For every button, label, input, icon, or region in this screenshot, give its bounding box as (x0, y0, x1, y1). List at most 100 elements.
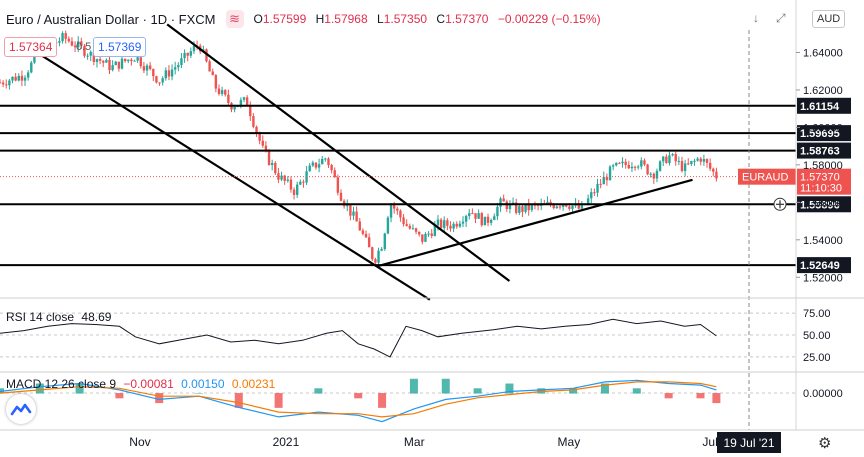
candle-body (643, 160, 646, 165)
rsi-level-label: 50.00 (803, 330, 831, 342)
candle-body (486, 216, 490, 223)
candle-body (324, 158, 327, 160)
candle-body (192, 45, 196, 52)
candle-body (367, 237, 371, 248)
candle-body (142, 66, 146, 71)
candle-body (33, 54, 36, 63)
candle-body (474, 213, 477, 219)
candle-body (621, 161, 624, 164)
candle-body (270, 163, 274, 166)
macd-histogram-bar (569, 388, 578, 394)
rsi-level-label: 25.00 (803, 352, 831, 364)
arrow-down-icon[interactable]: ↓ (753, 11, 759, 25)
candle-body (552, 204, 555, 209)
candle-body (98, 59, 102, 61)
macd-histogram-bar (441, 378, 450, 394)
symbol-label: EURAUD (742, 172, 789, 184)
candle-body (286, 179, 290, 181)
x-tick-label: Jul (702, 435, 717, 449)
candle-body (655, 170, 659, 179)
tradingview-logo-icon[interactable] (6, 394, 36, 424)
candle-body (183, 52, 186, 59)
candle-body (408, 225, 412, 229)
level-label-box (797, 257, 851, 274)
candle-body (468, 213, 471, 216)
candle-body (64, 33, 67, 39)
candle-body (280, 175, 283, 180)
candle-body (555, 206, 559, 209)
candle-body (127, 59, 130, 62)
candle-body (0, 82, 2, 84)
macd-histogram-bar (115, 393, 124, 399)
candle-body (712, 168, 715, 172)
candle-body (264, 145, 268, 151)
candle-body (596, 183, 599, 193)
candle-body (58, 41, 61, 43)
macd-histogram-bar (473, 388, 482, 394)
candle-body (283, 175, 286, 181)
y-tick-label: 1.64000 (803, 47, 843, 59)
candle-body (314, 162, 318, 168)
trendline-2[interactable] (166, 23, 511, 282)
candle-body (8, 80, 11, 86)
candle-body (73, 45, 77, 48)
currency-button[interactable]: AUD (812, 10, 846, 28)
macd-histogram-bar (35, 383, 44, 394)
x-tick-label: May (558, 435, 581, 449)
candle-body (424, 233, 427, 242)
current-price-label: 1.57370 (800, 172, 840, 184)
y-tick-label: 1.62000 (803, 85, 843, 97)
candle-body (20, 75, 24, 81)
candle-body (402, 217, 405, 225)
candle-body (321, 159, 324, 165)
candle-body (430, 233, 433, 236)
macd-histogram-bar (696, 393, 705, 399)
gear-icon[interactable]: ⚙ (818, 435, 832, 452)
macd-value-1: −0.00081 (123, 377, 174, 391)
candle-body (561, 204, 565, 207)
macd-histogram-bar (314, 388, 323, 394)
trendline-3[interactable] (377, 178, 693, 268)
candle-body (189, 51, 193, 56)
candle-body (414, 228, 418, 232)
candle-body (558, 206, 562, 208)
candle-body (593, 192, 596, 194)
candle-body (421, 234, 424, 242)
candle-body (86, 55, 89, 57)
x-tick-label: Nov (129, 435, 150, 449)
high-value: 1.57968 (324, 12, 368, 26)
candle-body (405, 224, 408, 226)
candle-body (449, 225, 452, 229)
candle-body (214, 75, 218, 89)
candle-body (502, 198, 505, 202)
cursor-date-label: 19 Jul '21 (717, 432, 781, 453)
candle-body (102, 60, 105, 63)
candle-body (339, 192, 343, 201)
candle-body (374, 259, 377, 263)
low-value: 1.57350 (383, 12, 428, 26)
y-tick-label: 1.56000 (803, 197, 843, 209)
candle-body (349, 204, 352, 216)
expand-icon[interactable]: ⤢ (776, 11, 786, 25)
candle-body (649, 173, 652, 175)
chart-header: Euro / Australian Dollar · 1D · FXCM ≋ O… (0, 9, 607, 29)
candle-body (224, 90, 227, 95)
buy-price-button[interactable]: 1.57369 (93, 37, 147, 57)
candle-body (295, 184, 299, 195)
trendline-1[interactable] (15, 38, 431, 301)
macd-histogram-bar (600, 383, 609, 394)
candle-body (120, 58, 124, 69)
candle-body (61, 33, 64, 42)
current-price-box (797, 168, 851, 195)
candle-body (386, 217, 390, 234)
candle-body (117, 61, 121, 69)
candle-body (108, 59, 111, 71)
level-label: 1.58763 (800, 146, 840, 158)
candle-body (446, 220, 449, 226)
ohlc-values: O1.57599 H1.57968 L1.57350 C1.57370 −0.0… (253, 12, 601, 26)
macd-histogram-bar (195, 393, 203, 394)
sell-price-button[interactable]: 1.57364 (4, 37, 58, 57)
candle-body (67, 38, 71, 42)
